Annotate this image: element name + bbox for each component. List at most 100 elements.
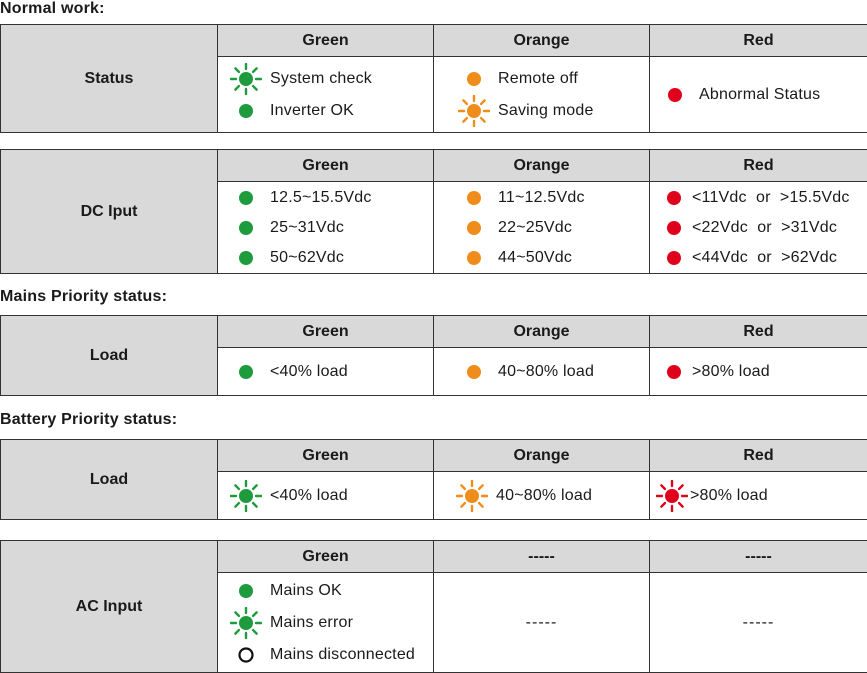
- orange-solid-led-icon: [458, 242, 490, 274]
- green-flashing-led-icon: [230, 480, 262, 512]
- led-description: >80% load: [692, 363, 770, 381]
- led-description: 22~25Vdc: [498, 219, 572, 237]
- header-green: Green: [218, 440, 434, 472]
- mains-load-table: Load Green Orange Red <40% load 40~80% l…: [0, 315, 867, 396]
- led-description: 25~31Vdc: [270, 219, 344, 237]
- status-green-cell: System check Inverter OK: [218, 57, 434, 133]
- led-list-item: 40~80% load: [458, 356, 649, 388]
- led-description: Abnormal Status: [699, 86, 820, 104]
- led-list-item: 44~50Vdc: [458, 243, 649, 273]
- header-red: Red: [650, 150, 867, 182]
- led-description: Mains disconnected: [270, 646, 415, 664]
- row-label-ac-input: AC Input: [1, 541, 218, 673]
- red-solid-led-icon: [659, 79, 691, 111]
- led-list-item: 11~12.5Vdc: [458, 183, 649, 213]
- led-description: Inverter OK: [270, 102, 354, 120]
- led-list-item: Saving mode: [458, 95, 649, 127]
- green-solid-led-icon: [230, 356, 262, 388]
- red-solid-led-icon: [658, 212, 690, 244]
- red-solid-led-icon: [658, 182, 690, 214]
- orange-solid-led-icon: [458, 356, 490, 388]
- led-description: <44Vdc or >62Vdc: [692, 249, 837, 267]
- green-solid-led-icon: [230, 242, 262, 274]
- status-red-cell: Abnormal Status: [650, 57, 867, 133]
- led-description: 40~80% load: [498, 363, 594, 381]
- red-flashing-led-icon: [656, 480, 688, 512]
- red-solid-led-icon: [658, 242, 690, 274]
- led-list-item: 25~31Vdc: [230, 213, 433, 243]
- status-orange-cell: Remote off Saving mode: [434, 57, 650, 133]
- header-green: Green: [218, 541, 434, 573]
- mains-load-red-cell: >80% load: [650, 348, 867, 396]
- led-description: Mains OK: [270, 582, 342, 600]
- led-list-item: Mains error: [230, 607, 433, 639]
- green-solid-led-icon: [230, 95, 262, 127]
- header-green: Green: [218, 316, 434, 348]
- status-table: Status Green Orange Red System check Inv…: [0, 24, 867, 133]
- led-description: Remote off: [498, 70, 578, 88]
- led-description: <11Vdc or >15.5Vdc: [692, 189, 850, 207]
- led-description: 50~62Vdc: [270, 249, 344, 267]
- off-led-icon: [230, 639, 262, 671]
- led-list-item: Abnormal Status: [659, 79, 867, 111]
- dc-input-orange-cell: 11~12.5Vdc 22~25Vdc 44~50Vdc: [434, 182, 650, 274]
- header-orange: Orange: [434, 316, 650, 348]
- led-list-item: <40% load: [230, 356, 433, 388]
- led-list-item: >80% load: [658, 356, 867, 388]
- header-orange: Orange: [434, 150, 650, 182]
- led-description: 44~50Vdc: [498, 249, 572, 267]
- led-description: <40% load: [270, 363, 348, 381]
- led-list-item: <22Vdc or >31Vdc: [658, 213, 867, 243]
- row-label-status: Status: [1, 25, 218, 133]
- ac-input-empty-cell: -----: [434, 573, 650, 673]
- led-description: >80% load: [690, 487, 768, 505]
- green-solid-led-icon: [230, 182, 262, 214]
- battery-load-orange-cell: 40~80% load: [434, 472, 650, 520]
- battery-load-green-cell: <40% load: [218, 472, 434, 520]
- led-description: 12.5~15.5Vdc: [270, 189, 372, 207]
- dc-input-table: DC Iput Green Orange Red 12.5~15.5Vdc 25…: [0, 149, 867, 274]
- header-red: Red: [650, 25, 867, 57]
- header-orange: Orange: [434, 25, 650, 57]
- led-list-item: Inverter OK: [230, 95, 433, 127]
- row-label-dc-input: DC Iput: [1, 150, 218, 274]
- header-red: Red: [650, 440, 867, 472]
- green-flashing-led-icon: [230, 607, 262, 639]
- led-list-item: >80% load: [656, 480, 867, 512]
- ac-input-table: AC Input Green ----- ----- Mains OK Main…: [0, 540, 867, 673]
- battery-load-red-cell: >80% load: [650, 472, 867, 520]
- mains-load-orange-cell: 40~80% load: [434, 348, 650, 396]
- led-list-item: 12.5~15.5Vdc: [230, 183, 433, 213]
- green-flashing-led-icon: [230, 63, 262, 95]
- battery-load-table: Load Green Orange Red <40% load 40~80% l…: [0, 439, 867, 520]
- led-description: Saving mode: [498, 102, 594, 120]
- led-list-item: Mains OK: [230, 575, 433, 607]
- led-description: 40~80% load: [496, 487, 592, 505]
- row-label-load: Load: [1, 440, 218, 520]
- led-list-item: Remote off: [458, 63, 649, 95]
- mains-load-green-cell: <40% load: [218, 348, 434, 396]
- led-list-item: 50~62Vdc: [230, 243, 433, 273]
- led-description: System check: [270, 70, 372, 88]
- header-green: Green: [218, 150, 434, 182]
- led-description: <22Vdc or >31Vdc: [692, 219, 837, 237]
- header-orange: Orange: [434, 440, 650, 472]
- row-label-load: Load: [1, 316, 218, 396]
- orange-solid-led-icon: [458, 182, 490, 214]
- led-list-item: System check: [230, 63, 433, 95]
- led-description: <40% load: [270, 487, 348, 505]
- section-title-mains-priority: Mains Priority status:: [0, 288, 167, 306]
- section-title-normal-work: Normal work:: [0, 0, 105, 18]
- green-solid-led-icon: [230, 212, 262, 244]
- orange-solid-led-icon: [458, 63, 490, 95]
- ac-input-green-cell: Mains OK Mains error Mains disconnected: [218, 573, 434, 673]
- dc-input-red-cell: <11Vdc or >15.5Vdc <22Vdc or >31Vdc <44V…: [650, 182, 867, 274]
- header-placeholder: -----: [650, 541, 867, 573]
- dc-input-green-cell: 12.5~15.5Vdc 25~31Vdc 50~62Vdc: [218, 182, 434, 274]
- red-solid-led-icon: [658, 356, 690, 388]
- led-description: Mains error: [270, 614, 353, 632]
- led-list-item: 22~25Vdc: [458, 213, 649, 243]
- led-list-item: 40~80% load: [456, 480, 649, 512]
- led-description: 11~12.5Vdc: [498, 189, 585, 207]
- header-green: Green: [218, 25, 434, 57]
